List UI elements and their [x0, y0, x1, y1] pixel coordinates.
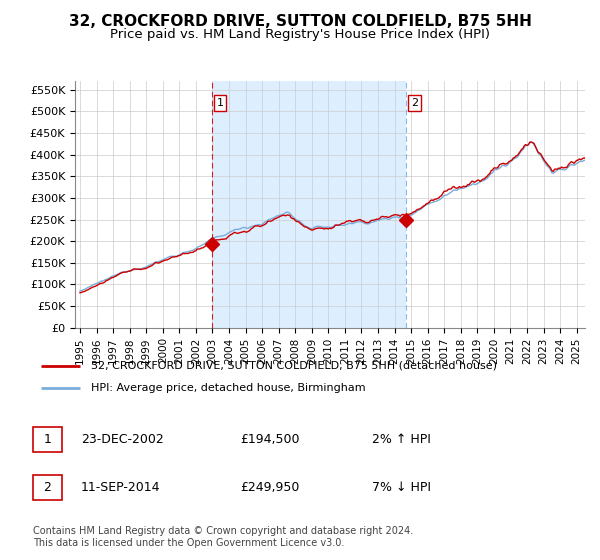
- Text: Contains HM Land Registry data © Crown copyright and database right 2024.
This d: Contains HM Land Registry data © Crown c…: [33, 526, 413, 548]
- Text: 2: 2: [43, 480, 52, 494]
- Bar: [212, 81, 406, 328]
- Text: 2: 2: [411, 98, 418, 108]
- Text: £194,500: £194,500: [240, 433, 299, 446]
- Text: 23-DEC-2002: 23-DEC-2002: [81, 433, 164, 446]
- Text: £249,950: £249,950: [240, 480, 299, 494]
- Text: 11-SEP-2014: 11-SEP-2014: [81, 480, 161, 494]
- Text: 32, CROCKFORD DRIVE, SUTTON COLDFIELD, B75 5HH (detached house): 32, CROCKFORD DRIVE, SUTTON COLDFIELD, B…: [91, 361, 497, 371]
- Text: 1: 1: [43, 433, 52, 446]
- Text: 32, CROCKFORD DRIVE, SUTTON COLDFIELD, B75 5HH: 32, CROCKFORD DRIVE, SUTTON COLDFIELD, B…: [68, 14, 532, 29]
- Text: 7% ↓ HPI: 7% ↓ HPI: [372, 480, 431, 494]
- Text: 2% ↑ HPI: 2% ↑ HPI: [372, 433, 431, 446]
- Text: 1: 1: [217, 98, 224, 108]
- Text: Price paid vs. HM Land Registry's House Price Index (HPI): Price paid vs. HM Land Registry's House …: [110, 28, 490, 41]
- Text: HPI: Average price, detached house, Birmingham: HPI: Average price, detached house, Birm…: [91, 382, 365, 393]
